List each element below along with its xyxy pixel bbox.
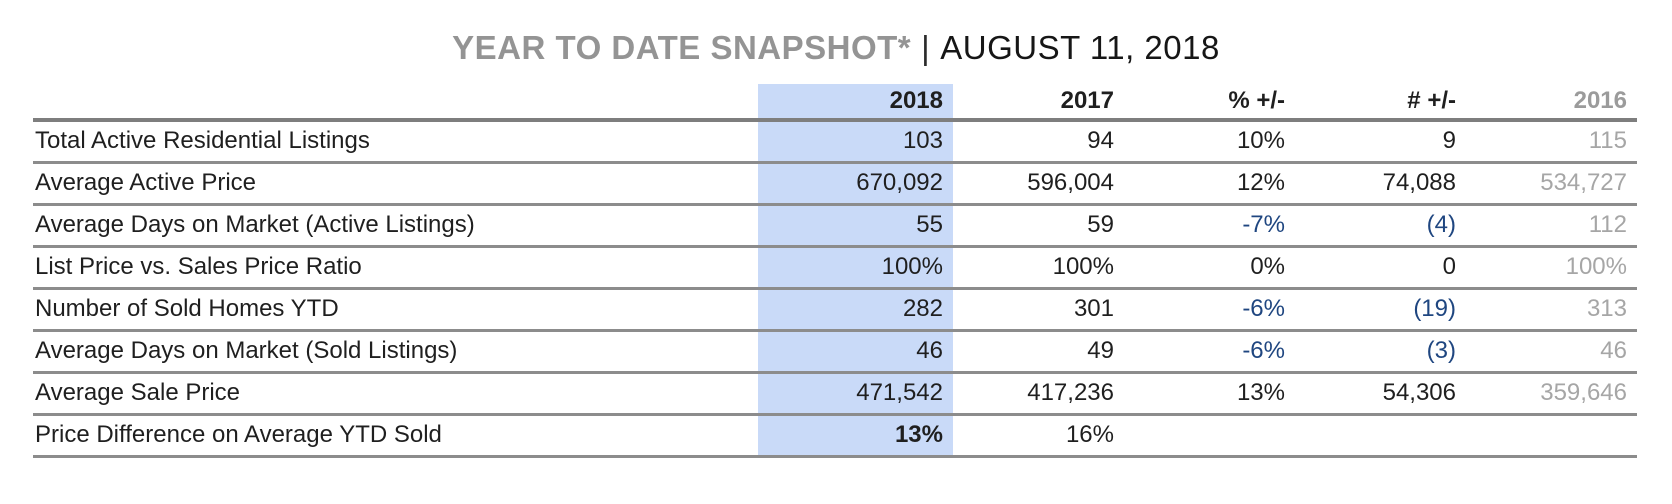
title-separator: | [921, 29, 931, 66]
cell-2018: 13% [758, 414, 953, 456]
table-row: Average Sale Price 471,542 417,236 13% 5… [33, 372, 1637, 414]
cell-num-change: 74,088 [1382, 169, 1456, 196]
cell-pct-change: 10% [1236, 127, 1285, 155]
cell-2018: 282 [758, 288, 953, 330]
cell-2016 [1466, 414, 1637, 456]
title-date: AUGUST 11, 2018 [940, 29, 1220, 66]
cell-num-change: (3) [1426, 337, 1456, 364]
table-row: Price Difference on Average YTD Sold 13%… [33, 414, 1637, 456]
row-label: Price Difference on Average YTD Sold [35, 421, 442, 448]
table-row: List Price vs. Sales Price Ratio 100% 10… [33, 246, 1637, 288]
cell-2018: 55 [758, 204, 953, 246]
table-row: Average Days on Market (Active Listings)… [33, 204, 1637, 246]
cell-2018: 670,092 [758, 162, 953, 204]
row-label: Average Sale Price [35, 379, 241, 406]
cell-2018: 471,542 [758, 372, 953, 414]
cell-2018: 103 [758, 120, 953, 162]
cell-2018: 100% [758, 246, 953, 288]
cell-pct-change: -6% [1242, 295, 1285, 322]
cell-num-change: 54,306 [1382, 379, 1456, 406]
cell-pct-change: -6% [1242, 337, 1285, 364]
table-row: Average Active Price 670,092 596,004 12%… [33, 162, 1637, 204]
row-label: Average Days on Market (Sold Listings) [35, 337, 458, 364]
table-row: Average Days on Market (Sold Listings) 4… [33, 330, 1637, 372]
cell-2016: 313 [1586, 295, 1627, 322]
cell-pct-change: 13% [1236, 379, 1285, 406]
cell-2016: 112 [1588, 211, 1627, 238]
cell-2016: 115 [1588, 127, 1627, 155]
cell-2017: 100% [1052, 253, 1114, 280]
row-label: Average Days on Market (Active Listings) [35, 211, 475, 238]
cell-2016: 534,727 [1540, 169, 1627, 196]
cell-2016: 359,646 [1540, 379, 1627, 406]
header-pct-change: % +/- [1228, 87, 1285, 114]
cell-2017: 59 [1087, 211, 1114, 238]
cell-num-change [1295, 414, 1466, 456]
table-row: Total Active Residential Listings 103 94… [33, 120, 1637, 162]
table-header-row: 2018 2017 % +/- # +/- 2016 [33, 84, 1637, 120]
header-num-change: # +/- [1407, 87, 1456, 114]
cell-pct-change: -7% [1242, 211, 1285, 238]
cell-2017: 301 [1073, 295, 1114, 322]
title-snapshot-label: YEAR TO DATE SNAPSHOT* [452, 29, 912, 66]
cell-2018: 46 [758, 330, 953, 372]
cell-num-change: (4) [1426, 211, 1456, 238]
header-2018: 2018 [758, 84, 953, 120]
page-title: YEAR TO DATE SNAPSHOT* | AUGUST 11, 2018 [0, 0, 1672, 68]
cell-2016: 100% [1565, 253, 1627, 280]
header-2017: 2017 [1060, 87, 1114, 114]
row-label: Average Active Price [35, 169, 257, 196]
cell-num-change: 0 [1442, 253, 1456, 280]
table-row: Number of Sold Homes YTD 282 301 -6% (19… [33, 288, 1637, 330]
row-label: Total Active Residential Listings [35, 127, 370, 155]
cell-pct-change [1124, 414, 1295, 456]
header-2016: 2016 [1573, 87, 1627, 114]
cell-2017: 417,236 [1027, 379, 1114, 406]
cell-num-change: (19) [1413, 295, 1456, 322]
cell-2017: 49 [1087, 337, 1114, 364]
header-metric [33, 84, 758, 120]
row-label: List Price vs. Sales Price Ratio [35, 253, 362, 280]
cell-2017: 16% [1065, 421, 1114, 448]
cell-2016: 46 [1600, 337, 1627, 364]
cell-pct-change: 0% [1250, 253, 1285, 280]
cell-2017: 596,004 [1027, 169, 1114, 196]
cell-2017: 94 [1087, 127, 1114, 155]
ytd-snapshot-table: 2018 2017 % +/- # +/- 2016 Total Active … [33, 84, 1637, 458]
cell-pct-change: 12% [1236, 169, 1285, 196]
row-label: Number of Sold Homes YTD [35, 295, 339, 322]
cell-num-change: 9 [1442, 127, 1456, 155]
